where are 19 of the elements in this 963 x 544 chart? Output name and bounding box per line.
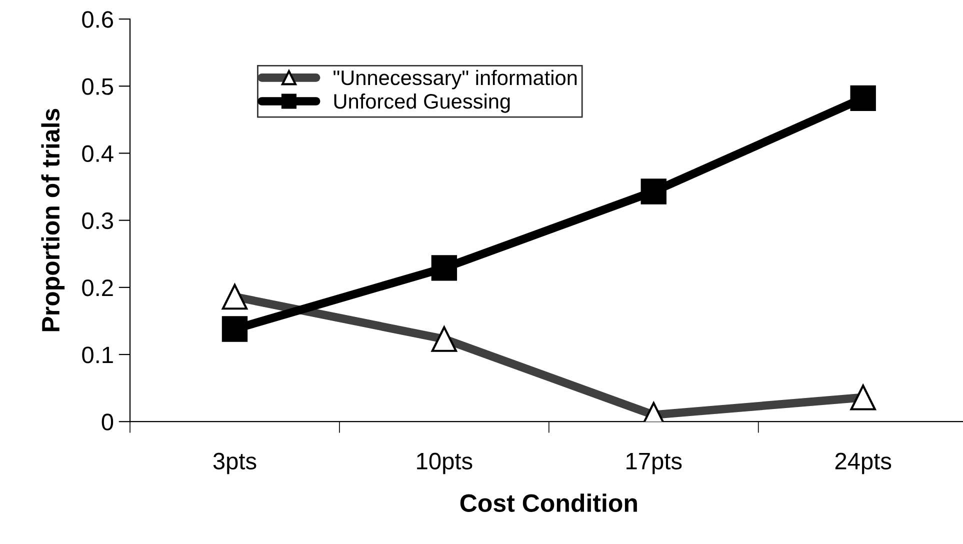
legend-label: Unforced Guessing	[334, 93, 510, 113]
y-tick-label: 0.2	[82, 279, 113, 296]
x-tick-label: 3pts	[213, 452, 256, 474]
point	[640, 178, 666, 204]
y-axis-title: Proportion of trials	[41, 108, 65, 332]
point	[222, 316, 248, 342]
y-tick-label: 0.3	[82, 212, 113, 230]
y-tick-label: 0.1	[82, 346, 113, 364]
x-tick-label: 10pts	[417, 452, 472, 474]
point	[850, 85, 876, 112]
y-tick-label: 0.6	[82, 11, 113, 28]
y-tick-label: 0	[102, 414, 114, 430]
y-tick-label: 0.4	[82, 145, 114, 162]
x-axis-title: Cost Condition	[460, 494, 637, 512]
x-tick-label: 24pts	[835, 452, 892, 474]
point	[431, 255, 458, 281]
x-tick-label: 17pts	[626, 453, 682, 474]
legend-label: "Unnecessary" information	[334, 70, 577, 90]
y-tick-label: 0.5	[82, 78, 114, 95]
